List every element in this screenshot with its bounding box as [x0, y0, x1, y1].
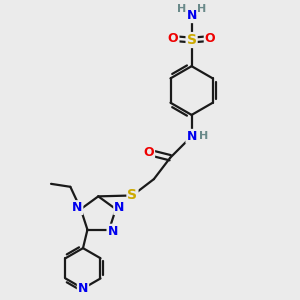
Text: N: N	[186, 9, 197, 22]
Text: N: N	[114, 201, 124, 214]
Text: H: H	[200, 131, 209, 141]
Text: H: H	[197, 4, 207, 14]
Text: O: O	[205, 32, 215, 45]
Text: N: N	[72, 201, 83, 214]
Text: N: N	[78, 282, 88, 295]
Text: S: S	[187, 33, 196, 47]
Text: O: O	[168, 32, 178, 45]
Text: H: H	[177, 4, 186, 14]
Text: S: S	[128, 188, 137, 203]
Text: N: N	[107, 225, 118, 238]
Text: O: O	[143, 146, 154, 159]
Text: N: N	[186, 130, 197, 143]
